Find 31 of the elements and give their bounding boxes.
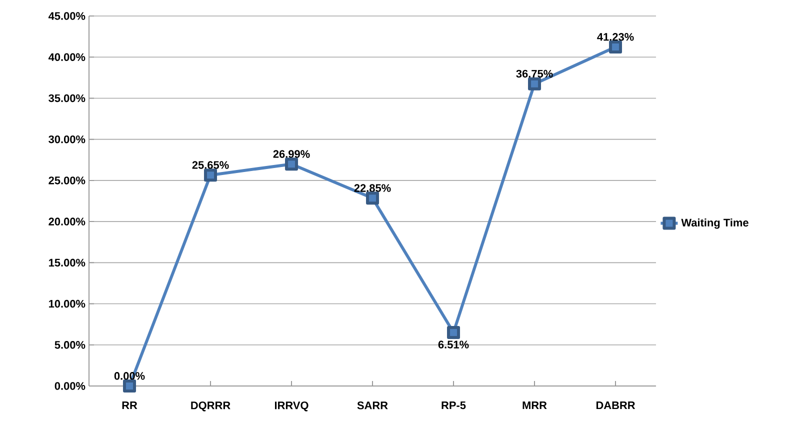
point <box>447 326 460 339</box>
x-tick-label: MRR <box>522 402 547 410</box>
point <box>123 380 136 392</box>
y-tick-label: 45.00% <box>48 12 86 20</box>
point <box>285 158 298 171</box>
x-tick-label: IRRVQ <box>274 402 308 412</box>
x-tick-label: RP-5 <box>442 402 466 410</box>
data-label: 25.65% <box>192 161 229 169</box>
x-tick-label: RR <box>122 402 138 410</box>
data-label: 41.23% <box>597 33 634 41</box>
y-tick-label: 35.00% <box>48 94 86 102</box>
point <box>366 192 380 205</box>
point <box>609 40 622 54</box>
legend-label: Waiting Time <box>681 218 748 229</box>
data-label: 36.75% <box>516 70 553 78</box>
y-tick-label: 15.00% <box>49 258 86 267</box>
y-tick-label: 30.00% <box>48 135 86 144</box>
data-label: 26.99% <box>273 150 310 158</box>
y-tick-label: 25.00% <box>48 176 86 184</box>
point <box>204 168 218 182</box>
y-tick-label: 10.00% <box>49 300 86 308</box>
x-tick-label: DQRRR <box>191 402 230 412</box>
y-tick-label: 0.00% <box>54 382 86 390</box>
x-tick-label: DABRR <box>596 402 636 410</box>
y-tick-label: 20.00% <box>48 218 86 226</box>
x-tick-label: SARR <box>357 402 388 410</box>
y-tick-label: 40.00% <box>48 53 86 61</box>
y-tick-label: 5.00% <box>54 341 86 349</box>
data-label: 22.85% <box>354 184 391 192</box>
point <box>528 77 542 90</box>
data-label: 6.51% <box>438 340 469 348</box>
